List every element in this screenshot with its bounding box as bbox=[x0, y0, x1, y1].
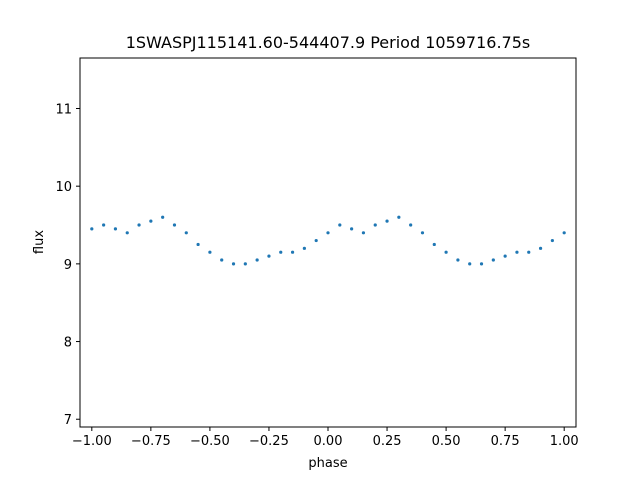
x-axis: −1.00 −0.75 −0.50 −0.25 0.00 0.25 0.50 0.75 1.00 bbox=[72, 427, 579, 449]
scatter-point bbox=[538, 246, 543, 250]
x-tick-label: 0.75 bbox=[491, 434, 520, 449]
scatter-point bbox=[267, 254, 271, 258]
scatter-points bbox=[90, 215, 566, 266]
x-tick-label: 1.00 bbox=[550, 434, 579, 449]
scatter-point bbox=[420, 231, 425, 235]
scatter-point bbox=[302, 246, 306, 250]
scatter-point bbox=[515, 250, 519, 254]
scatter-point bbox=[125, 231, 129, 235]
scatter-point bbox=[326, 231, 330, 235]
y-tick-label: 7 bbox=[64, 413, 72, 428]
scatter-point bbox=[90, 227, 94, 231]
scatter-point bbox=[161, 215, 165, 219]
scatter-point bbox=[255, 258, 259, 262]
scatter-point bbox=[113, 227, 118, 231]
y-tick-label: 8 bbox=[64, 336, 72, 351]
scatter-point bbox=[491, 258, 495, 262]
scatter-point bbox=[172, 223, 177, 227]
scatter-point bbox=[444, 250, 448, 254]
scatter-point bbox=[468, 262, 472, 266]
y-axis: 7 8 9 10 11 bbox=[55, 102, 80, 428]
scatter-point bbox=[279, 250, 283, 254]
scatter-point bbox=[208, 250, 212, 254]
y-tick-label: 11 bbox=[55, 102, 72, 117]
x-tick-label: −0.25 bbox=[249, 434, 289, 449]
scatter-point bbox=[397, 215, 401, 219]
scatter-point bbox=[503, 254, 507, 258]
scatter-point bbox=[314, 238, 318, 243]
x-tick-label: 0.00 bbox=[314, 434, 343, 449]
x-tick-label: −0.50 bbox=[190, 434, 230, 449]
scatter-point bbox=[432, 242, 436, 247]
x-tick-label: 0.50 bbox=[432, 434, 461, 449]
scatter-point bbox=[409, 223, 413, 227]
scatter-point bbox=[550, 238, 554, 243]
scatter-point bbox=[350, 227, 354, 231]
scatter-point bbox=[479, 262, 484, 266]
x-tick-label: −1.00 bbox=[72, 434, 112, 449]
y-axis-label: flux bbox=[32, 230, 47, 254]
scatter-point bbox=[527, 250, 531, 254]
y-tick-label: 10 bbox=[55, 180, 72, 195]
scatter-point bbox=[361, 231, 366, 235]
x-axis-label: phase bbox=[308, 456, 347, 471]
scatter-point bbox=[220, 258, 224, 262]
scatter-point bbox=[196, 242, 200, 247]
scatter-point bbox=[338, 223, 342, 227]
scatter-point bbox=[184, 231, 188, 235]
scatter-point bbox=[456, 258, 460, 262]
scatter-point bbox=[385, 219, 389, 223]
scatter-point bbox=[231, 262, 236, 266]
scatter-point bbox=[243, 262, 247, 266]
scatter-point bbox=[149, 219, 153, 223]
scatter-point bbox=[562, 231, 566, 235]
x-tick-label: −0.75 bbox=[131, 434, 171, 449]
y-tick-label: 9 bbox=[64, 258, 72, 273]
scatter-point bbox=[373, 223, 377, 227]
scatter-point bbox=[137, 223, 141, 227]
chart-title: 1SWASPJ115141.60-544407.9 Period 1059716… bbox=[126, 33, 531, 52]
scatter-point bbox=[102, 223, 106, 227]
x-tick-label: 0.25 bbox=[373, 434, 402, 449]
scatter-point bbox=[290, 250, 295, 254]
